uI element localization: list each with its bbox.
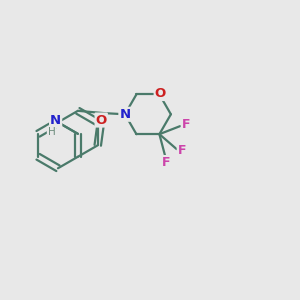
Text: O: O xyxy=(96,113,107,127)
Text: H: H xyxy=(48,127,56,137)
Text: F: F xyxy=(178,144,186,157)
Text: F: F xyxy=(162,156,171,169)
Text: F: F xyxy=(182,118,190,131)
Text: N: N xyxy=(50,114,61,127)
Text: N: N xyxy=(119,108,130,121)
Text: O: O xyxy=(155,87,166,100)
